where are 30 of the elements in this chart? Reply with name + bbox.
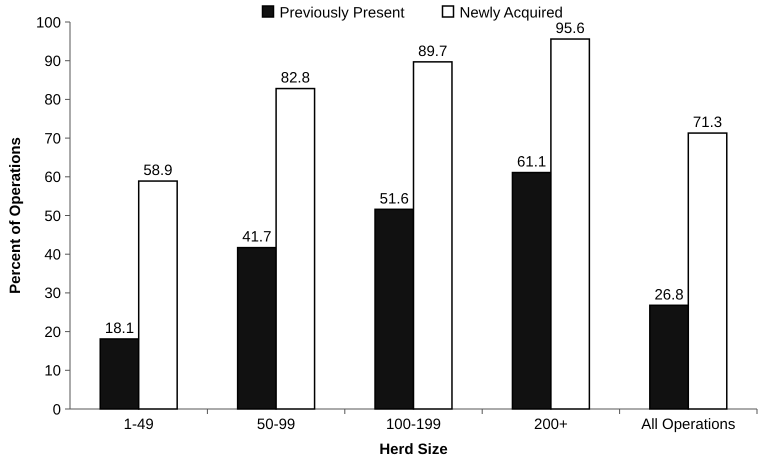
y-axis-title: Percent of Operations bbox=[7, 137, 24, 294]
x-axis-title: Herd Size bbox=[379, 441, 448, 458]
y-tick-label: 30 bbox=[44, 285, 61, 302]
data-label: 26.8 bbox=[654, 286, 684, 304]
data-label: 41.7 bbox=[242, 228, 272, 246]
y-tick-label: 0 bbox=[52, 401, 61, 418]
y-tick-label: 90 bbox=[44, 52, 61, 70]
data-label: 18.1 bbox=[104, 320, 134, 337]
y-tick-label: 60 bbox=[44, 169, 61, 186]
data-label: 82.8 bbox=[280, 70, 310, 87]
y-tick-label: 40 bbox=[44, 246, 61, 264]
y-tick-label: 70 bbox=[44, 130, 61, 148]
y-tick-label: 20 bbox=[44, 324, 61, 341]
y-tick-label: 50 bbox=[44, 208, 61, 225]
y-tick-label: 100 bbox=[36, 14, 61, 32]
x-tick-label: 100-199 bbox=[386, 416, 442, 433]
y-tick-label: 10 bbox=[44, 362, 61, 380]
legend-label: Newly Acquired bbox=[460, 4, 563, 22]
x-tick-label: 1-49 bbox=[124, 416, 154, 433]
data-label: 95.6 bbox=[556, 20, 585, 38]
x-tick-label: 50-99 bbox=[256, 416, 296, 433]
y-tick-label: 80 bbox=[44, 92, 61, 109]
x-tick-label: All Operations bbox=[641, 416, 736, 433]
data-label: 61.1 bbox=[517, 154, 546, 171]
data-label: 89.7 bbox=[418, 42, 448, 60]
x-tick-label: 200+ bbox=[534, 416, 568, 433]
data-label: 58.9 bbox=[143, 162, 173, 180]
legend-label: Previously Present bbox=[280, 4, 406, 22]
data-label: 71.3 bbox=[692, 114, 722, 132]
data-label: 51.6 bbox=[380, 190, 409, 208]
